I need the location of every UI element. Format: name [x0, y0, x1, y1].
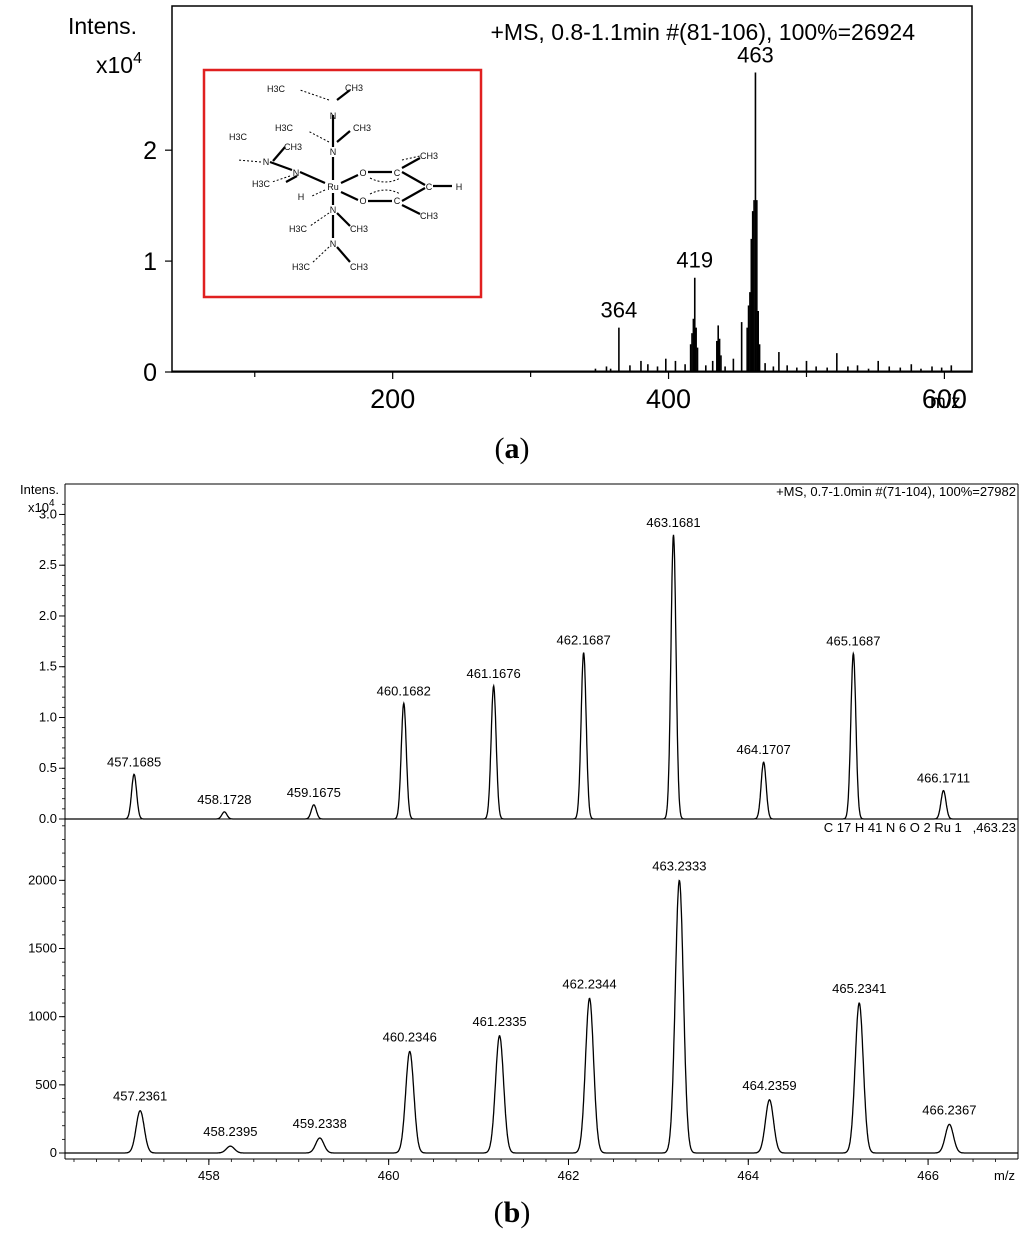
- panel-b-top-peak-label: 457.1685: [107, 754, 161, 769]
- panel-b-bottom-profile: [65, 879, 1018, 1154]
- panel-a-peak-label: 463: [737, 43, 774, 68]
- inset-atom-label: O: [359, 168, 366, 178]
- panel-b-top-peak-label: 464.1707: [737, 742, 791, 757]
- panel-b-top-ytick-label: 1.0: [39, 709, 57, 724]
- panel-a-xtick-label: 400: [646, 384, 691, 414]
- panel-a-xtick-label: 600: [922, 384, 967, 414]
- panel-b-bottom-peak-label: 459.2338: [293, 1116, 347, 1131]
- panel-b-xtick-label: 458: [198, 1168, 220, 1180]
- panel-a-spectrum: +MS, 0.8-1.1min #(81-106), 100%=26924 In…: [68, 5, 973, 414]
- panel-b-xtick-label: 462: [558, 1168, 580, 1180]
- panel-b-bottom-peak-label: 457.2361: [113, 1089, 167, 1104]
- inset-atom-label: C: [394, 196, 401, 206]
- panel-b-bottom-peak-label: 464.2359: [742, 1078, 796, 1093]
- panel-b-bottom-peak-label: 460.2346: [383, 1029, 437, 1044]
- panel-b-xtick-label: 464: [737, 1168, 759, 1180]
- inset-atom-label: N: [330, 239, 337, 249]
- panel-a-ylabel-base: x10: [96, 52, 133, 78]
- inset-atom-label: N: [330, 111, 337, 121]
- panel-b-top-peak-label: 460.1682: [377, 683, 431, 698]
- inset-atom-label: H: [456, 182, 463, 192]
- panel-b-top-peak-label: 465.1687: [826, 634, 880, 649]
- panel-b-top-ytick-label: 0.5: [39, 760, 57, 775]
- panel-b-bottom-title: C 17 H 41 N 6 O 2 Ru 1 ,463.23: [824, 820, 1016, 835]
- panel-a-peak-label: 419: [676, 248, 713, 273]
- inset-atom-label: CH3: [350, 224, 368, 234]
- inset-atom-label: CH3: [284, 142, 302, 152]
- panel-b-spectra: +MS, 0.7-1.0min #(71-104), 100%=27982 C …: [20, 482, 1019, 1180]
- panel-b-top-ytick-label: 0.0: [39, 811, 57, 826]
- panel-a-plot-frame: [171, 5, 973, 373]
- panel-b-top-title: +MS, 0.7-1.0min #(71-104), 100%=27982: [776, 484, 1016, 499]
- panel-b-top-peak-label: 466.1711: [917, 771, 970, 786]
- inset-atom-label: C: [394, 168, 401, 178]
- panel-b-top-peak-label: 462.1687: [557, 633, 611, 648]
- panel-b-top-ytick-label: 1.5: [39, 659, 57, 674]
- inset-atom-label: N: [293, 168, 300, 178]
- inset-atom-label: H3C: [292, 262, 311, 272]
- panel-a-caption: (a): [494, 432, 530, 465]
- inset-atom-label: N: [263, 157, 270, 167]
- panel-a-letter: a: [504, 432, 520, 465]
- inset-atom-label: CH3: [350, 262, 368, 272]
- inset-atom-label: CH3: [420, 151, 438, 161]
- inset-atom-label: H3C: [275, 123, 294, 133]
- inset-atom-label: H3C: [289, 224, 308, 234]
- panel-a-xlabel: m/z: [930, 392, 961, 413]
- inset-atom-label: N: [330, 205, 337, 215]
- inset-atom-label: H3C: [229, 132, 248, 142]
- panel-b-bottom-ytick-label: 0: [50, 1145, 57, 1160]
- inset-atom-label: O: [359, 196, 366, 206]
- inset-atom-label: H3C: [252, 179, 271, 189]
- panel-b-top-profile: [65, 534, 1018, 820]
- panel-b-bottom-peak-label: 462.2344: [562, 976, 616, 991]
- panel-b-bottom-peak-label: 461.2335: [472, 1014, 526, 1029]
- panel-b-ylabel-intens: Intens.: [20, 482, 59, 497]
- panel-a-ylabel-intens: Intens.: [68, 13, 137, 39]
- panel-b-letter: b: [503, 1196, 521, 1229]
- panel-a-ytick-label: 0: [143, 359, 157, 387]
- panel-b-xlabel: m/z: [994, 1168, 1015, 1180]
- panel-a-ytick-label: 1: [143, 248, 157, 276]
- structure-bonds: [269, 89, 452, 263]
- panel-b-xtick-label: 466: [917, 1168, 939, 1180]
- inset-atom-label: H: [298, 192, 305, 202]
- structure-dashed-bonds: [237, 89, 421, 264]
- inset-atom-label: CH3: [353, 123, 371, 133]
- inset-atom-label: CH3: [345, 83, 363, 93]
- panel-b-bottom-peak-label: 458.2395: [203, 1124, 257, 1139]
- panel-b-top-peak-label: 463.1681: [646, 515, 700, 530]
- panel-b-bottom-ytick-label: 1500: [28, 941, 57, 956]
- panel-b-top-peak-label: 458.1728: [197, 792, 251, 807]
- panel-a-peak-label: 364: [601, 298, 638, 323]
- panel-b-bottom-ytick-label: 500: [35, 1077, 57, 1092]
- panel-b-caption: (b): [493, 1196, 531, 1229]
- panel-b-top-ytick-label: 2.0: [39, 608, 57, 623]
- panel-b-top-ytick-label: 2.5: [39, 557, 57, 572]
- panel-b-top-peak-label: 461.1676: [467, 666, 521, 681]
- panel-a-xtick-label: 200: [370, 384, 415, 414]
- panel-b-bottom-peak-label: 463.2333: [652, 858, 706, 873]
- panel-a-ytick-label: 2: [143, 137, 157, 165]
- inset-atom-label: Ru: [327, 182, 339, 192]
- inset-atom-label: H3C: [267, 84, 286, 94]
- panel-b-bottom-peak-label: 466.2367: [922, 1102, 976, 1117]
- panel-b-top-ytick-label: 3.0: [39, 506, 57, 521]
- panel-a-title: +MS, 0.8-1.1min #(81-106), 100%=26924: [491, 19, 916, 45]
- panel-b-bottom-peak-label: 465.2341: [832, 981, 886, 996]
- panel-b-top-peak-label: 459.1675: [287, 785, 341, 800]
- panel-b-xtick-label: 460: [378, 1168, 400, 1180]
- inset-atom-label: N: [330, 147, 337, 157]
- panel-b-ylabel-base: x10: [28, 500, 49, 515]
- panel-a-ylabel-exp: 4: [133, 50, 142, 67]
- panel-b-bottom-ytick-label: 1000: [28, 1009, 57, 1024]
- panel-b-ylabel-scale: x104: [28, 498, 55, 515]
- panel-a-ylabel-scale: x104: [96, 50, 142, 78]
- panel-b-bottom-ytick-label: 2000: [28, 872, 57, 887]
- inset-atom-label: C: [426, 182, 433, 192]
- panel-b-ylabel-exp: 4: [49, 498, 55, 509]
- inset-atom-label: CH3: [420, 211, 438, 221]
